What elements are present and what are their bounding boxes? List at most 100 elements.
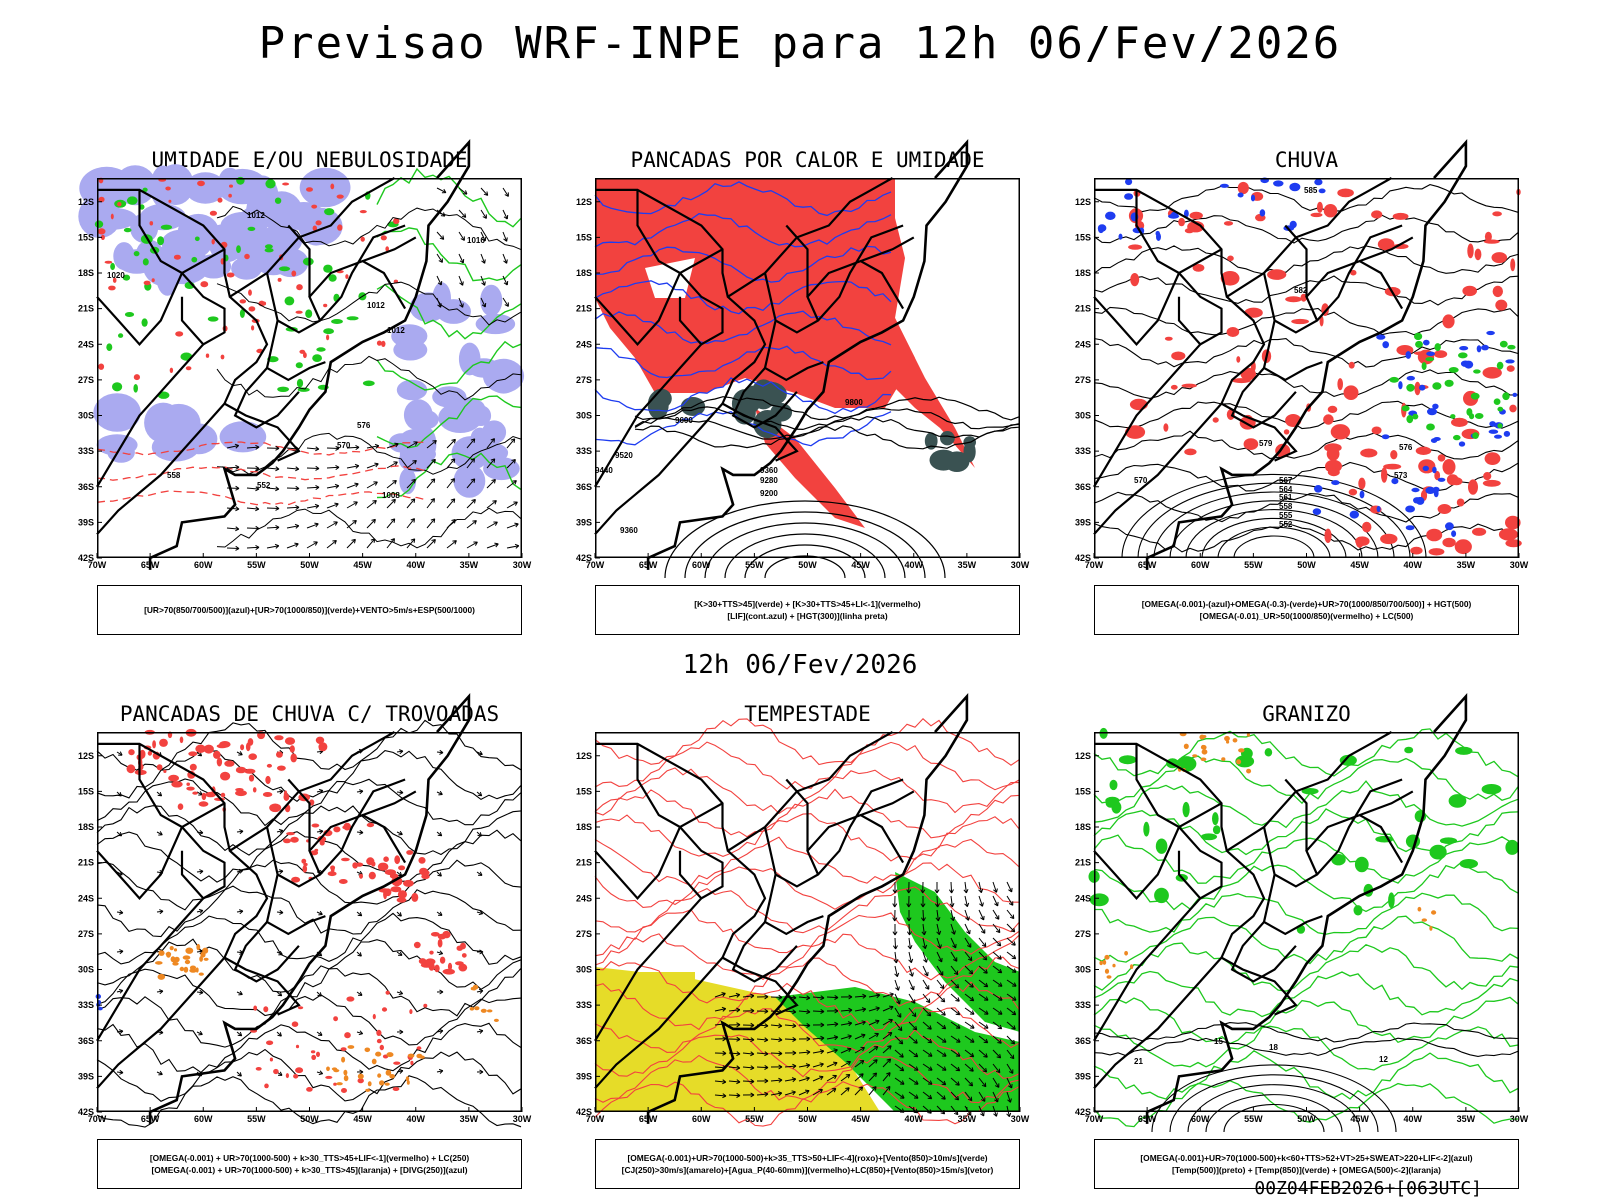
streamline-arrow [396, 831, 403, 835]
wind-vector-head [792, 1050, 797, 1056]
thunderstorm-area-red [286, 832, 295, 836]
omega-area-green [1389, 376, 1399, 383]
thunderstorm-area-red [377, 862, 389, 871]
omega-area-blue [1512, 392, 1518, 397]
wind-vector [436, 253, 443, 263]
lat-label: 33S [576, 1000, 592, 1010]
thunderstorm-area-red [306, 1087, 313, 1092]
temp850-loop-green [1481, 784, 1502, 795]
humidity-contour-green [239, 309, 245, 318]
wind-vector [840, 1074, 851, 1082]
lon-label: 45W [851, 1114, 870, 1124]
thunderstorm-area-red [341, 1088, 347, 1093]
lat-label: 27S [576, 929, 592, 939]
shower-area-orange [493, 1018, 499, 1022]
wind-vector [992, 1035, 1002, 1044]
wind-vector [326, 540, 337, 549]
wind-vector [466, 438, 476, 449]
state-border [1262, 224, 1403, 334]
wind-vector [480, 253, 486, 264]
thunderstorm-area-red [240, 744, 245, 751]
lon-label: 55W [745, 560, 764, 570]
state-border [763, 778, 904, 888]
wind-vector [978, 1049, 988, 1058]
wind-vector-head [892, 889, 898, 894]
state-border [636, 743, 681, 828]
wind-vector [950, 979, 960, 989]
wind-vector [868, 1046, 879, 1054]
panel-title: TEMPESTADE [744, 702, 871, 726]
wind-vector-head [332, 540, 337, 545]
thickness-dash-red [239, 299, 247, 304]
lat-label: 27S [78, 375, 94, 385]
thickness-dash-red [200, 281, 209, 288]
wind-vector [840, 1048, 852, 1054]
lc850-streamline-red [594, 862, 1020, 910]
streamline-arrow [236, 991, 243, 995]
wind-vector-head [967, 1096, 973, 1102]
streamline-arrow [236, 1071, 242, 1077]
wind-vector-head [908, 958, 914, 964]
wind-vector-head [1011, 941, 1016, 946]
wind-vector-head [255, 544, 260, 551]
wind-vector [978, 1021, 989, 1029]
humidity-contour-green [123, 227, 132, 233]
wind-vector [1006, 1049, 1015, 1060]
wind-vector-head [1010, 1039, 1016, 1045]
wind-vector-head [481, 281, 486, 286]
panel-title: GRANIZO [1262, 702, 1351, 726]
omega-area-blue [1503, 430, 1511, 437]
wind-vector-head [235, 485, 240, 491]
streamline-arrow-head [119, 949, 124, 955]
shower-area-orange [199, 956, 203, 962]
omega-area-blue [1486, 330, 1495, 336]
wind-vector-head [833, 1048, 838, 1054]
wind-vector [346, 520, 357, 529]
contour-label: 576 [1399, 443, 1413, 452]
shower-area-orange [385, 1069, 392, 1076]
thickness-dash-red [165, 186, 171, 191]
wind-vector-head [439, 235, 445, 240]
omega500-area-orange [1199, 734, 1205, 740]
wind-vector-head [909, 972, 914, 977]
shower-area-orange [405, 1076, 410, 1082]
wind-vector-head [430, 478, 436, 483]
wind-vector [922, 923, 925, 935]
pressure-contour [216, 281, 522, 326]
state-border [1359, 236, 1414, 263]
wind-vector [936, 1007, 946, 1016]
humidity-contour-green [278, 266, 291, 272]
thickness-dash-red [197, 180, 205, 187]
wind-vector [978, 979, 989, 988]
wind-vector [742, 995, 754, 998]
lon-label: 45W [851, 560, 870, 570]
streamline-arrow-head [198, 791, 203, 796]
omega-area-blue [1459, 346, 1469, 351]
wind-vector [882, 993, 894, 998]
precip-area-red [1227, 255, 1234, 262]
omega500-area-orange [1104, 954, 1110, 960]
thunderstorm-area-red [396, 897, 407, 903]
wind-vector [950, 937, 957, 949]
wind-vector-head [966, 943, 972, 948]
thunderstorm-area-red [266, 763, 272, 768]
wind-vector-head [969, 1010, 975, 1015]
wind-vector [784, 1078, 796, 1082]
thickness-dash-red [228, 193, 232, 198]
thunderstorm-area-red [152, 740, 156, 749]
omega500-area-orange [1246, 733, 1250, 737]
wind-vector-head [438, 258, 443, 263]
wind-vector [426, 498, 435, 509]
wind-vector [950, 993, 960, 1002]
contour-label: 570 [337, 441, 351, 450]
wind-vector [1006, 895, 1014, 906]
thunderstorm-area-red [381, 1007, 388, 1012]
wind-vector-head [846, 1060, 851, 1066]
omega-area-green [1450, 414, 1456, 419]
wind-vector-head [927, 1080, 933, 1085]
streamline-arrow [436, 1030, 444, 1033]
lat-label: 36S [1075, 1036, 1091, 1046]
lat-label: 39S [78, 517, 94, 527]
humidity-area-blue [159, 246, 210, 285]
lon-label: 30W [513, 560, 532, 570]
